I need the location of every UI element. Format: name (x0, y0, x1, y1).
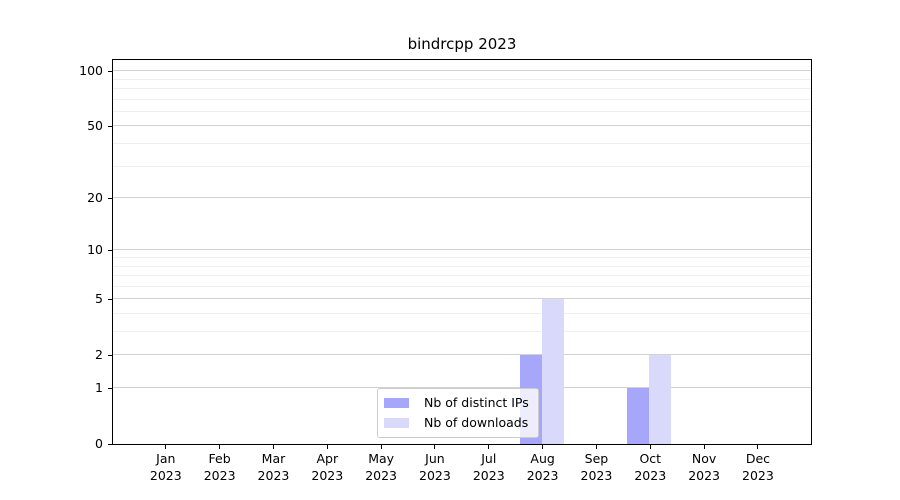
y-tick-mark (108, 125, 113, 127)
x-tick-month: Sep (584, 451, 609, 466)
y-tick-label: 0 (95, 436, 103, 451)
legend-item-distinct-ips: Nb of distinct IPs (384, 395, 529, 411)
y-tick-mark (108, 354, 113, 356)
x-tick-month: Feb (208, 451, 231, 466)
x-tick-year: 2023 (419, 468, 451, 483)
legend-label-downloads: Nb of downloads (424, 415, 529, 430)
legend-label-distinct-ips: Nb of distinct IPs (424, 395, 529, 410)
x-tick-mark (272, 445, 274, 449)
gridline-major (113, 249, 811, 251)
x-tick-month: Nov (691, 451, 717, 466)
gridline-minor (113, 165, 811, 167)
gridline-minor (113, 331, 811, 332)
x-tick-year: 2023 (742, 468, 774, 483)
x-tick-month: Dec (745, 451, 771, 466)
legend-swatch-distinct-ips (384, 398, 409, 408)
x-tick-year: 2023 (311, 468, 344, 483)
gridline-minor (113, 285, 811, 287)
y-tick-label: 20 (87, 190, 103, 206)
gridline-minor (113, 265, 811, 267)
x-tick-year: 2023 (526, 468, 559, 483)
x-tick-year: 2023 (257, 468, 290, 483)
x-tick-year: 2023 (149, 468, 182, 483)
x-tick-mark (434, 445, 436, 449)
gridline-minor (113, 110, 811, 112)
x-tick-mark (219, 445, 221, 449)
x-tick-mark (595, 445, 597, 449)
x-tick-label: May 2023 (349, 450, 413, 484)
x-tick-label: Feb 2023 (188, 450, 252, 484)
x-tick-label: Mar 2023 (241, 450, 305, 484)
gridline-minor (113, 78, 811, 80)
x-tick-year: 2023 (634, 468, 667, 483)
y-tick-label: 2 (95, 347, 103, 363)
y-tick-mark (108, 197, 113, 199)
bar-nb-of-distinct-ips-oct-2023 (627, 388, 650, 444)
y-tick-mark (108, 387, 113, 389)
gridline-minor (113, 143, 811, 144)
y-tick-label: 10 (87, 242, 103, 258)
x-tick-month: Aug (530, 451, 555, 466)
x-tick-mark (649, 445, 651, 449)
x-tick-mark (703, 445, 705, 449)
x-tick-label: Jan 2023 (134, 450, 198, 484)
y-tick-label: 5 (95, 291, 103, 307)
x-tick-label: Jun 2023 (403, 450, 467, 484)
x-tick-mark (542, 445, 544, 449)
bar-nb-of-downloads-aug-2023 (541, 299, 564, 444)
x-tick-month: Apr (316, 451, 339, 466)
x-tick-label: Dec 2023 (726, 450, 790, 484)
x-tick-mark (165, 445, 167, 449)
x-tick-year: 2023 (688, 468, 720, 483)
legend-item-downloads: Nb of downloads (384, 415, 529, 431)
y-tick-mark (108, 443, 113, 445)
x-tick-month: May (368, 451, 395, 466)
x-tick-month: Jul (481, 451, 497, 466)
x-tick-month: Mar (261, 451, 286, 466)
gridline-minor (113, 98, 811, 100)
gridline-minor (113, 256, 811, 258)
x-tick-mark (326, 445, 328, 449)
x-tick-label: Oct 2023 (618, 450, 682, 484)
x-tick-year: 2023 (365, 468, 398, 483)
x-tick-label: Sep 2023 (564, 450, 628, 484)
x-tick-year: 2023 (580, 468, 613, 483)
x-tick-mark (488, 445, 490, 449)
gridline-minor (113, 88, 811, 89)
y-tick-mark (108, 249, 113, 251)
x-tick-label: Apr 2023 (295, 450, 359, 484)
gridline-major (113, 70, 811, 72)
x-tick-year: 2023 (472, 468, 505, 483)
x-tick-label: Jul 2023 (457, 450, 521, 484)
x-tick-label: Nov 2023 (672, 450, 736, 484)
x-tick-month: Oct (639, 451, 662, 466)
gridline-major (113, 197, 811, 199)
gridline-major (113, 387, 811, 388)
x-tick-month: Jan (156, 451, 176, 466)
gridline-major (113, 354, 811, 356)
gridline-minor (113, 312, 811, 314)
y-tick-mark (108, 298, 113, 300)
x-tick-month: Jun (425, 451, 445, 466)
chart-title: bindrcpp 2023 (407, 35, 517, 53)
y-tick-label: 50 (87, 118, 103, 134)
y-tick-label: 1 (95, 380, 103, 395)
gridline-minor (113, 275, 811, 277)
x-tick-label: Aug 2023 (511, 450, 575, 484)
legend: Nb of distinct IPs Nb of downloads (377, 388, 539, 438)
gridline-major (113, 125, 811, 127)
legend-swatch-downloads (384, 418, 409, 428)
x-tick-year: 2023 (203, 468, 236, 483)
plot-area: Nb of distinct IPs Nb of downloads (112, 59, 812, 445)
x-tick-mark (757, 445, 759, 449)
bar-nb-of-downloads-oct-2023 (649, 355, 672, 444)
gridline-major (113, 298, 811, 300)
x-tick-mark (380, 445, 382, 449)
y-tick-label: 100 (79, 63, 103, 79)
y-tick-mark (108, 70, 113, 72)
